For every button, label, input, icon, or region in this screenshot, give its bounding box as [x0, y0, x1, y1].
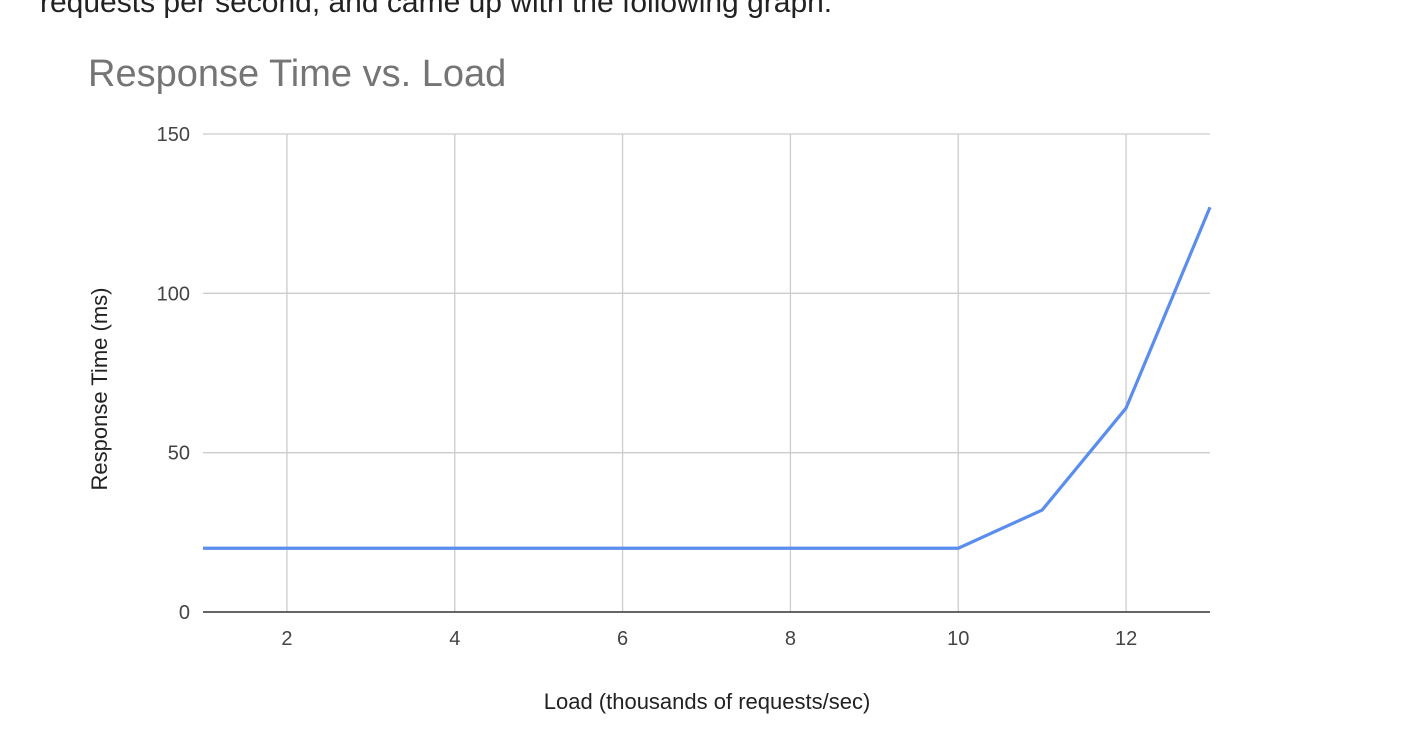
y-axis-label: Response Time (ms) — [87, 288, 112, 491]
x-axis-label: Load (thousands of requests/sec) — [544, 689, 871, 714]
series-line — [203, 206, 1212, 550]
intro-text-fragment: requests per second, and came up with th… — [40, 0, 833, 19]
x-tick-label: 8 — [785, 628, 796, 650]
x-tick-label: 2 — [281, 628, 292, 650]
y-tick-label: 100 — [157, 283, 190, 305]
tick-labels: 0 50 100 150 2 4 6 8 10 12 — [157, 124, 1138, 650]
x-tick-label: 12 — [1115, 628, 1137, 650]
x-tick-label: 10 — [947, 628, 969, 650]
x-tick-label: 6 — [617, 628, 628, 650]
series-lines — [203, 206, 1212, 550]
chart-title: Response Time vs. Load — [88, 53, 507, 95]
y-tick-label: 50 — [168, 443, 190, 465]
y-tick-label: 0 — [179, 602, 190, 624]
x-tick-label: 4 — [449, 628, 460, 650]
grid-lines — [203, 133, 1210, 612]
y-tick-label: 150 — [157, 124, 190, 146]
